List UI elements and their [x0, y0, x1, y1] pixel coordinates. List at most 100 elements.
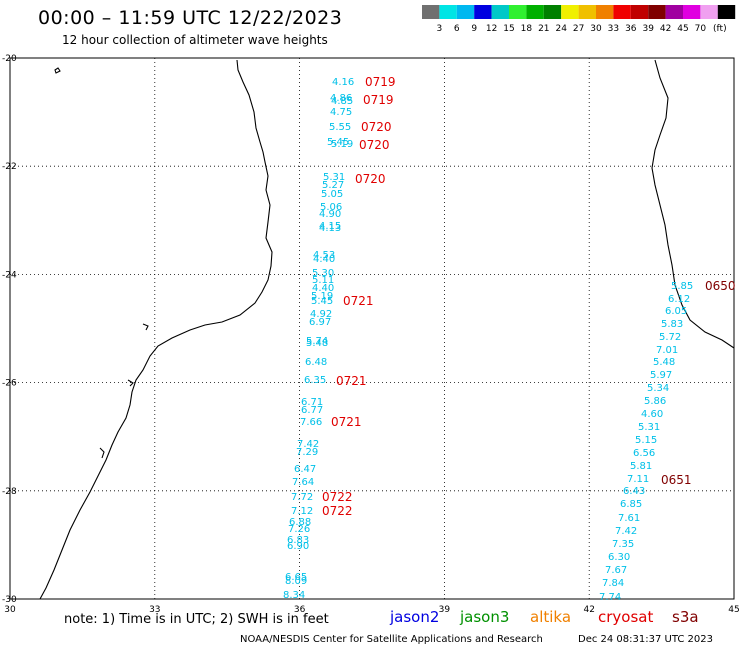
wave-height-label: 5.86 [644, 396, 666, 407]
wave-height-label: 6.43 [623, 486, 645, 497]
wave-height-label: 4.40 [313, 254, 335, 265]
wave-height-label: 5.31 [323, 172, 345, 183]
longitude-label: 30 [4, 605, 16, 615]
colorbar-swatch [422, 5, 440, 19]
pass-time-label: 0720 [359, 138, 390, 152]
colorbar-tick-label: 6 [454, 24, 460, 34]
wave-height-label: 4.16 [332, 77, 354, 88]
wave-height-label: 7.64 [292, 477, 314, 488]
wave-height-label: 6.90 [287, 541, 309, 552]
satellite-legend-cryosat: cryosat [598, 608, 654, 626]
wave-height-label: 5.31 [638, 422, 660, 433]
wave-height-label: 6.65 [285, 572, 307, 583]
latitude-label: -28 [2, 487, 17, 497]
generated-timestamp: Dec 24 08:31:37 UTC 2023 [578, 634, 713, 645]
wave-height-label: 4.40 [312, 283, 334, 294]
inland-mark [127, 379, 134, 387]
page-title: 00:00 – 11:59 UTC 12/22/2023 [38, 7, 343, 29]
wave-height-label: 7.42 [297, 439, 319, 450]
latitude-label: -26 [2, 379, 17, 389]
latitude-label: -30 [2, 595, 17, 605]
altimeter-track-east: 5.85 6.126.05 5.83 5.72 7.015.48 5.97 5.34 5.86… [599, 281, 693, 603]
wave-height-label: 6.47 [294, 464, 316, 475]
colorbar-swatch [439, 5, 457, 19]
wave-height-label: 5.11 [312, 275, 334, 286]
colorbar-swatch [665, 5, 683, 19]
colorbar-swatch [474, 5, 492, 19]
footer-note: note: 1) Time is in UTC; 2) SWH is in fe… [64, 612, 329, 627]
wave-height-label: 6.97 [309, 317, 331, 328]
colorbar-tick-label: 24 [555, 24, 567, 34]
wave-height-label: 5.74 [306, 336, 328, 347]
satellite-legend-s3a: s3a [672, 608, 699, 626]
colorbar-swatch [491, 5, 509, 19]
wave-height-label: 6.35 [304, 375, 326, 386]
wave-height-label: 5.05 [321, 189, 343, 200]
wave-height-label: 4.85 [331, 96, 353, 107]
colorbar-tick-label: 39 [642, 24, 654, 34]
colorbar-swatch [717, 5, 736, 19]
colorbar-tick-label: 30 [590, 24, 602, 34]
wave-height-label: 5.15 [635, 435, 657, 446]
latitude-label: -20 [2, 54, 17, 64]
pass-time-label: 0720 [355, 172, 386, 186]
wave-height-label: 5.34 [647, 383, 669, 394]
wave-height-label: 6.05 [665, 306, 687, 317]
map-frame [9, 57, 735, 600]
wave-height-label: 5.27 [322, 180, 344, 191]
colorbar-swatch [613, 5, 631, 19]
wave-height-label: 8.09 [285, 576, 307, 587]
wave-height-label: 4.15 [319, 221, 341, 232]
wave-height-label: 5.72 [659, 332, 681, 343]
wave-height-label: 5.48 [653, 357, 675, 368]
coastline [39, 59, 735, 600]
wave-height-label: 6.56 [633, 448, 655, 459]
colorbar-tick-label: 45 [677, 24, 688, 34]
colorbar-swatch [630, 5, 649, 19]
map-gridlines [10, 58, 734, 599]
wave-height-label: 4.13 [319, 223, 341, 234]
wave-height-label: 5.97 [650, 370, 672, 381]
colorbar-swatch [543, 5, 562, 19]
wave-height-label: 7.01 [656, 345, 678, 356]
colorbar-unit: (ft) [713, 24, 727, 34]
wave-height-label: 7.29 [296, 447, 318, 458]
wave-height-label: 6.85 [620, 499, 642, 510]
pass-time-label: 0719 [365, 75, 396, 89]
page-subtitle: 12 hour collection of altimeter wave hei… [62, 33, 328, 47]
pass-time-label: 0721 [336, 374, 367, 388]
colorbar-tick-label: 18 [521, 24, 533, 34]
pass-time-label: 0721 [343, 294, 374, 308]
colorbar-swatch [509, 5, 527, 19]
colorbar-swatch [578, 5, 596, 19]
colorbar-tick-label: 42 [660, 24, 671, 34]
colorbar-swatch [561, 5, 579, 19]
satellite-legend-jason3: jason3 [460, 608, 510, 626]
latitude-label: -22 [2, 162, 17, 172]
wave-height-label: 5.85 [671, 281, 693, 292]
colorbar-swatch [526, 5, 544, 19]
wave-height-label: 6.71 [301, 397, 323, 408]
colorbar-tick-label: 3 [437, 24, 443, 34]
colorbar-tick-label: 27 [573, 24, 584, 34]
wave-height-label: 7.84 [602, 578, 624, 589]
colorbar-swatch [700, 5, 718, 19]
wave-height-label: 7.72 [291, 492, 313, 503]
wave-height-label: 5.19 [311, 291, 333, 302]
colorbar: 3 6 9 12 15 18 21 24 27 30 33 36 39 42 45 70 (ft) [422, 5, 736, 34]
wave-height-label: 4.86 [330, 93, 352, 104]
wave-height-label: 5.83 [661, 319, 683, 330]
colorbar-tick-label: 15 [503, 24, 514, 34]
colorbar-swatch [596, 5, 614, 19]
pass-time-label: 0650 [705, 279, 736, 293]
longitude-label: 45 [728, 605, 739, 615]
wave-height-label: 7.66 [300, 417, 322, 428]
longitude-label: 42 [583, 605, 594, 615]
wave-height-label: 7.61 [618, 513, 640, 524]
wave-height-label: 6.88 [289, 517, 311, 528]
wave-height-label: 8.34 [283, 590, 305, 601]
wave-height-label: 5.55 [329, 122, 351, 133]
colorbar-labels: 3 6 9 12 15 18 21 24 27 30 33 36 39 42 45 70 (ft) [437, 24, 727, 34]
wave-height-label: 5.48 [306, 338, 328, 349]
